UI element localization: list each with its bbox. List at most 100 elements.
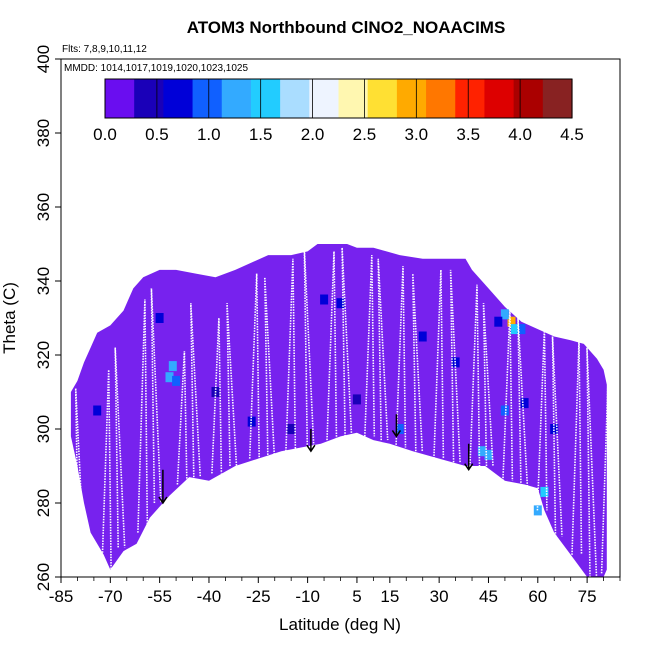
y-tick-label: 360 <box>34 193 53 221</box>
y-tick-label: 320 <box>34 341 53 369</box>
x-tick-label: 5 <box>352 587 361 606</box>
flight-profile <box>176 351 188 485</box>
x-axis-label: Latitude (deg N) <box>279 615 401 634</box>
x-axis: -85 -70 -55 -40 -25 -10 5 15 30 45 60 75 <box>49 577 621 606</box>
hotspot-cell <box>451 357 460 368</box>
flight-profile <box>137 299 149 533</box>
flight-profile <box>433 269 445 459</box>
hotspot-cell <box>336 298 345 309</box>
hotspot-cell <box>165 372 174 383</box>
hotspot-cell <box>500 405 509 416</box>
colorbar-swatch <box>192 79 223 118</box>
y-axis-label: Theta (C) <box>0 282 19 354</box>
colorbar-swatch <box>484 79 515 118</box>
flight-profile <box>303 247 315 448</box>
colorbar-tick-label: 0.0 <box>93 125 117 144</box>
colorbar-tick-label: 1.5 <box>249 125 273 144</box>
flight-profile <box>377 258 389 441</box>
hotspot-cell <box>510 324 519 335</box>
colorbar: 0.0 0.5 1.0 1.5 2.0 2.5 3.0 3.5 4.0 4.5 <box>93 78 584 144</box>
hotspot-cell <box>494 316 503 327</box>
y-tick-label: 340 <box>34 267 53 295</box>
y-tick-label: 380 <box>34 119 53 147</box>
colorbar-swatch <box>513 79 544 118</box>
hotspot-cell <box>247 416 256 427</box>
y-axis: 260 280 300 320 340 360 380 400 <box>34 45 61 591</box>
x-tick-label: 75 <box>578 587 597 606</box>
colorbar-tick-label: 3.5 <box>456 125 480 144</box>
flight-profile <box>517 317 529 489</box>
hotspot-cell <box>418 331 427 342</box>
flight-profile <box>150 288 162 504</box>
colorbar-swatch <box>426 79 456 118</box>
x-tick-label: -85 <box>49 587 74 606</box>
hotspot-cell <box>520 398 529 409</box>
colorbar-swatch <box>134 79 164 118</box>
flight-profile <box>190 303 202 478</box>
flight-profile <box>571 340 583 555</box>
flight-profile <box>469 284 481 467</box>
flights-label: Flts: 7,8,9,10,11,12 <box>62 44 147 55</box>
hotspot-cell <box>540 486 549 497</box>
flight-profiles <box>74 247 612 577</box>
takeoff-arrow <box>464 443 474 472</box>
hotspot-cell <box>155 313 164 323</box>
chart-title: ATOM3 Northbound ClNO2_NOAACIMS <box>187 18 506 37</box>
hotspot-cell <box>550 424 559 434</box>
hotspot-cell <box>517 324 526 335</box>
hotspot-cell <box>352 394 361 405</box>
data-coverage-area <box>70 244 607 577</box>
colorbar-swatch <box>542 79 573 118</box>
flight-profile <box>341 247 353 437</box>
plot-area <box>70 244 612 577</box>
colorbar-swatch <box>309 79 340 118</box>
x-tick-label: 15 <box>380 587 399 606</box>
hotspot-cell <box>477 446 486 457</box>
flight-profile <box>285 258 297 452</box>
hotspot-cell <box>395 424 404 434</box>
flight-profile <box>482 303 494 467</box>
x-tick-label: -70 <box>98 587 123 606</box>
flight-profile <box>586 347 598 577</box>
flight-profile <box>326 251 338 441</box>
dates-label: MMDD: 1014,1017,1019,1020,1023,1025 <box>64 63 248 74</box>
hotspot-cell <box>484 449 493 460</box>
colorbar-swatch <box>280 79 310 118</box>
flight-profile <box>114 347 126 548</box>
hotspot-cell <box>320 294 329 305</box>
flight-profile <box>502 310 514 481</box>
takeoff-arrow <box>306 429 316 453</box>
colorbar-swatch <box>163 79 194 118</box>
x-tick-label: 60 <box>528 587 547 606</box>
takeoff-arrows <box>158 414 474 505</box>
flight-profile <box>551 336 563 537</box>
takeoff-arrow <box>158 469 168 505</box>
colorbar-tick-label: 0.5 <box>145 125 169 144</box>
x-tick-label: 45 <box>479 587 498 606</box>
hotspot-cell <box>500 309 509 320</box>
hotspot-cell <box>93 405 102 416</box>
colorbar-tick-label: 2.5 <box>353 125 377 144</box>
colorbar-swatch <box>367 79 398 118</box>
x-tick-label: -55 <box>147 587 172 606</box>
x-tick-label: 30 <box>430 587 449 606</box>
flight-profile <box>211 317 223 474</box>
flight-profile <box>536 329 548 511</box>
hotspot-cell <box>287 424 296 434</box>
colorbar-swatch <box>250 79 281 118</box>
flight-profile <box>449 269 461 463</box>
hotspot-cell <box>507 316 516 327</box>
hotspot-cell <box>168 361 177 372</box>
colorbar-swatch <box>455 79 486 118</box>
x-tick-label: -10 <box>295 587 320 606</box>
colorbar-tick-label: 1.0 <box>197 125 221 144</box>
flight-profile <box>74 388 86 577</box>
colorbar-swatch <box>396 79 427 118</box>
flight-profile <box>226 303 238 467</box>
x-tick-label: -40 <box>197 587 222 606</box>
colorbar-tick-label: 2.0 <box>301 125 325 144</box>
flight-profile <box>248 273 260 459</box>
hotspot-cell <box>172 375 181 386</box>
colorbar-swatch <box>338 79 369 118</box>
colorbar-tick-label: 4.5 <box>560 125 584 144</box>
